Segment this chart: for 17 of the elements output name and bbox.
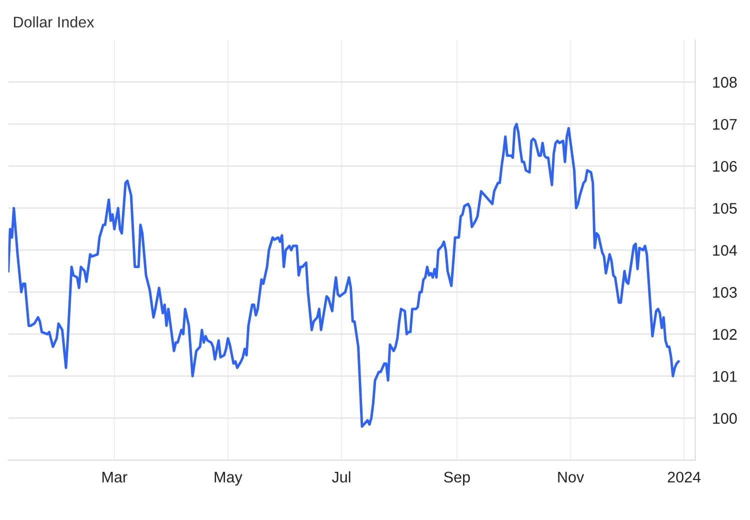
x-tick-label: Sep [444,472,470,486]
x-tick-label: May [214,472,242,486]
y-tick-label: 108 [713,76,737,88]
y-tick-label: 105 [713,202,737,214]
x-tick-label: Jul [332,471,350,483]
x-tick-label: 2024 [668,472,701,483]
x-tick-label: Mar [102,472,128,483]
y-tick-label: 107 [713,118,737,130]
y-tick-label: 101 [713,371,737,382]
y-tick-label: 106 [713,160,737,172]
y-tick-label: 103 [713,287,737,298]
line-series [8,122,680,428]
y-tick-label: 102 [713,329,737,340]
chart-title: Dollar Index [14,16,94,28]
x-tick-label: Nov [558,472,584,483]
y-tick-label: 100 [713,413,737,424]
y-tick-label: 104 [713,244,737,256]
